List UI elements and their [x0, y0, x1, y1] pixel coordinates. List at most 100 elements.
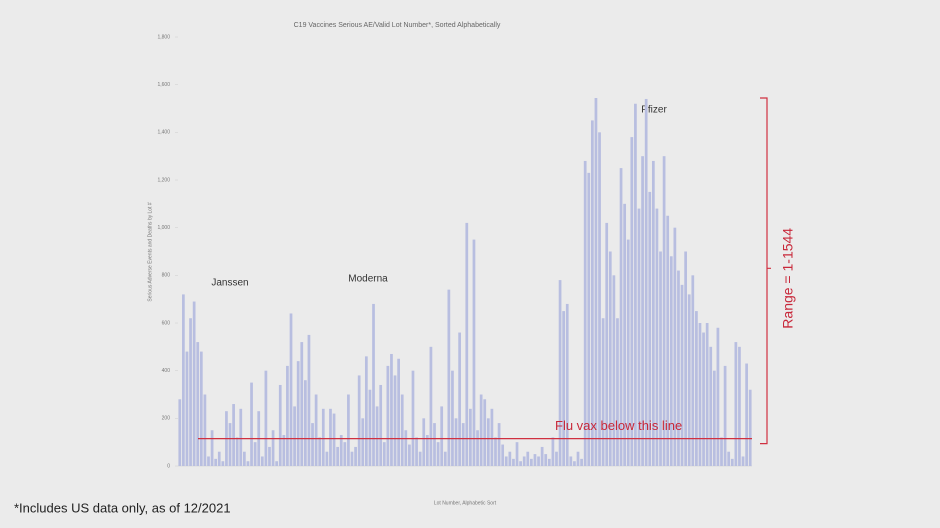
bar — [408, 444, 411, 466]
bar — [727, 451, 731, 466]
bar — [512, 458, 515, 466]
bar — [504, 456, 508, 466]
bar — [702, 332, 705, 466]
chart-title: C19 Vaccines Serious AE/Valid Lot Number… — [294, 22, 501, 29]
bar — [659, 251, 662, 466]
bar — [336, 446, 340, 466]
bar — [311, 423, 314, 466]
bar — [339, 435, 343, 466]
bar — [354, 446, 357, 466]
bar — [393, 375, 397, 466]
bar — [677, 270, 680, 466]
bar — [203, 394, 207, 466]
x-axis-label: Lot Number, Alphabetic Sort — [434, 500, 497, 506]
bar — [415, 437, 418, 466]
bar — [730, 458, 734, 466]
bar — [372, 303, 375, 466]
bar — [199, 351, 203, 466]
bar — [465, 222, 469, 466]
bar — [558, 280, 562, 466]
bar — [684, 251, 687, 466]
bar — [680, 284, 684, 466]
bar — [537, 456, 540, 466]
bar — [651, 160, 655, 466]
bar — [526, 451, 530, 466]
bar — [375, 406, 379, 466]
y-tick-label: 800 — [162, 273, 171, 279]
bar — [418, 451, 422, 466]
bar — [289, 313, 293, 466]
y-tick-label: 200 — [162, 416, 171, 422]
bar — [594, 98, 598, 466]
bar — [608, 251, 612, 466]
bar — [605, 222, 609, 466]
bar — [551, 437, 555, 466]
bar — [318, 437, 322, 466]
bar — [490, 408, 494, 466]
bar — [207, 456, 210, 466]
bar — [260, 456, 264, 466]
bar — [282, 435, 286, 466]
bar — [278, 384, 282, 466]
bar — [357, 375, 361, 466]
bar — [440, 406, 444, 466]
bar — [390, 353, 393, 466]
bar — [573, 461, 576, 466]
bar — [469, 408, 472, 466]
bar — [228, 423, 232, 466]
bar — [479, 394, 483, 466]
bar — [364, 356, 368, 466]
bar — [350, 451, 354, 466]
bar — [429, 346, 433, 466]
bar — [540, 446, 544, 466]
range-bracket — [760, 97, 771, 445]
bar — [612, 275, 616, 466]
bar — [189, 318, 192, 466]
bar — [723, 365, 727, 466]
bar — [325, 451, 329, 466]
bar — [587, 172, 591, 466]
bar — [451, 370, 454, 466]
bar — [214, 458, 218, 466]
bar — [447, 289, 451, 466]
bar — [641, 156, 644, 466]
bar — [576, 451, 580, 466]
bar — [716, 327, 720, 466]
bar — [695, 311, 698, 466]
bar — [634, 103, 637, 466]
bar — [626, 239, 630, 466]
bar — [221, 461, 225, 466]
bar — [397, 358, 400, 466]
bar — [734, 342, 738, 466]
bar — [343, 442, 347, 466]
group-label: Janssen — [211, 278, 248, 289]
bar — [293, 406, 296, 466]
bar — [422, 418, 426, 466]
bar — [519, 461, 522, 466]
bar — [637, 208, 641, 466]
bar — [501, 444, 505, 466]
bar — [404, 430, 408, 466]
bar — [655, 208, 659, 466]
bar — [271, 430, 275, 466]
bar — [598, 132, 601, 467]
bar — [590, 120, 594, 467]
bar — [185, 351, 189, 466]
bar — [239, 408, 243, 466]
bar — [458, 332, 461, 466]
range-label: Range = 1-1544 — [780, 228, 796, 329]
y-axis-label: Serious Adverse Events and Deaths by Lot… — [147, 202, 153, 301]
y-tick-label: 1,000 — [157, 225, 170, 231]
bar — [562, 311, 566, 466]
bar — [580, 458, 583, 466]
footnote: *Includes US data only, as of 12/2021 — [14, 500, 231, 515]
bar — [461, 423, 465, 466]
bar — [368, 389, 372, 466]
bar — [616, 318, 619, 466]
bar — [275, 461, 279, 466]
bar — [386, 365, 390, 466]
bar — [745, 363, 748, 466]
y-tick-label: 1,400 — [157, 130, 170, 136]
